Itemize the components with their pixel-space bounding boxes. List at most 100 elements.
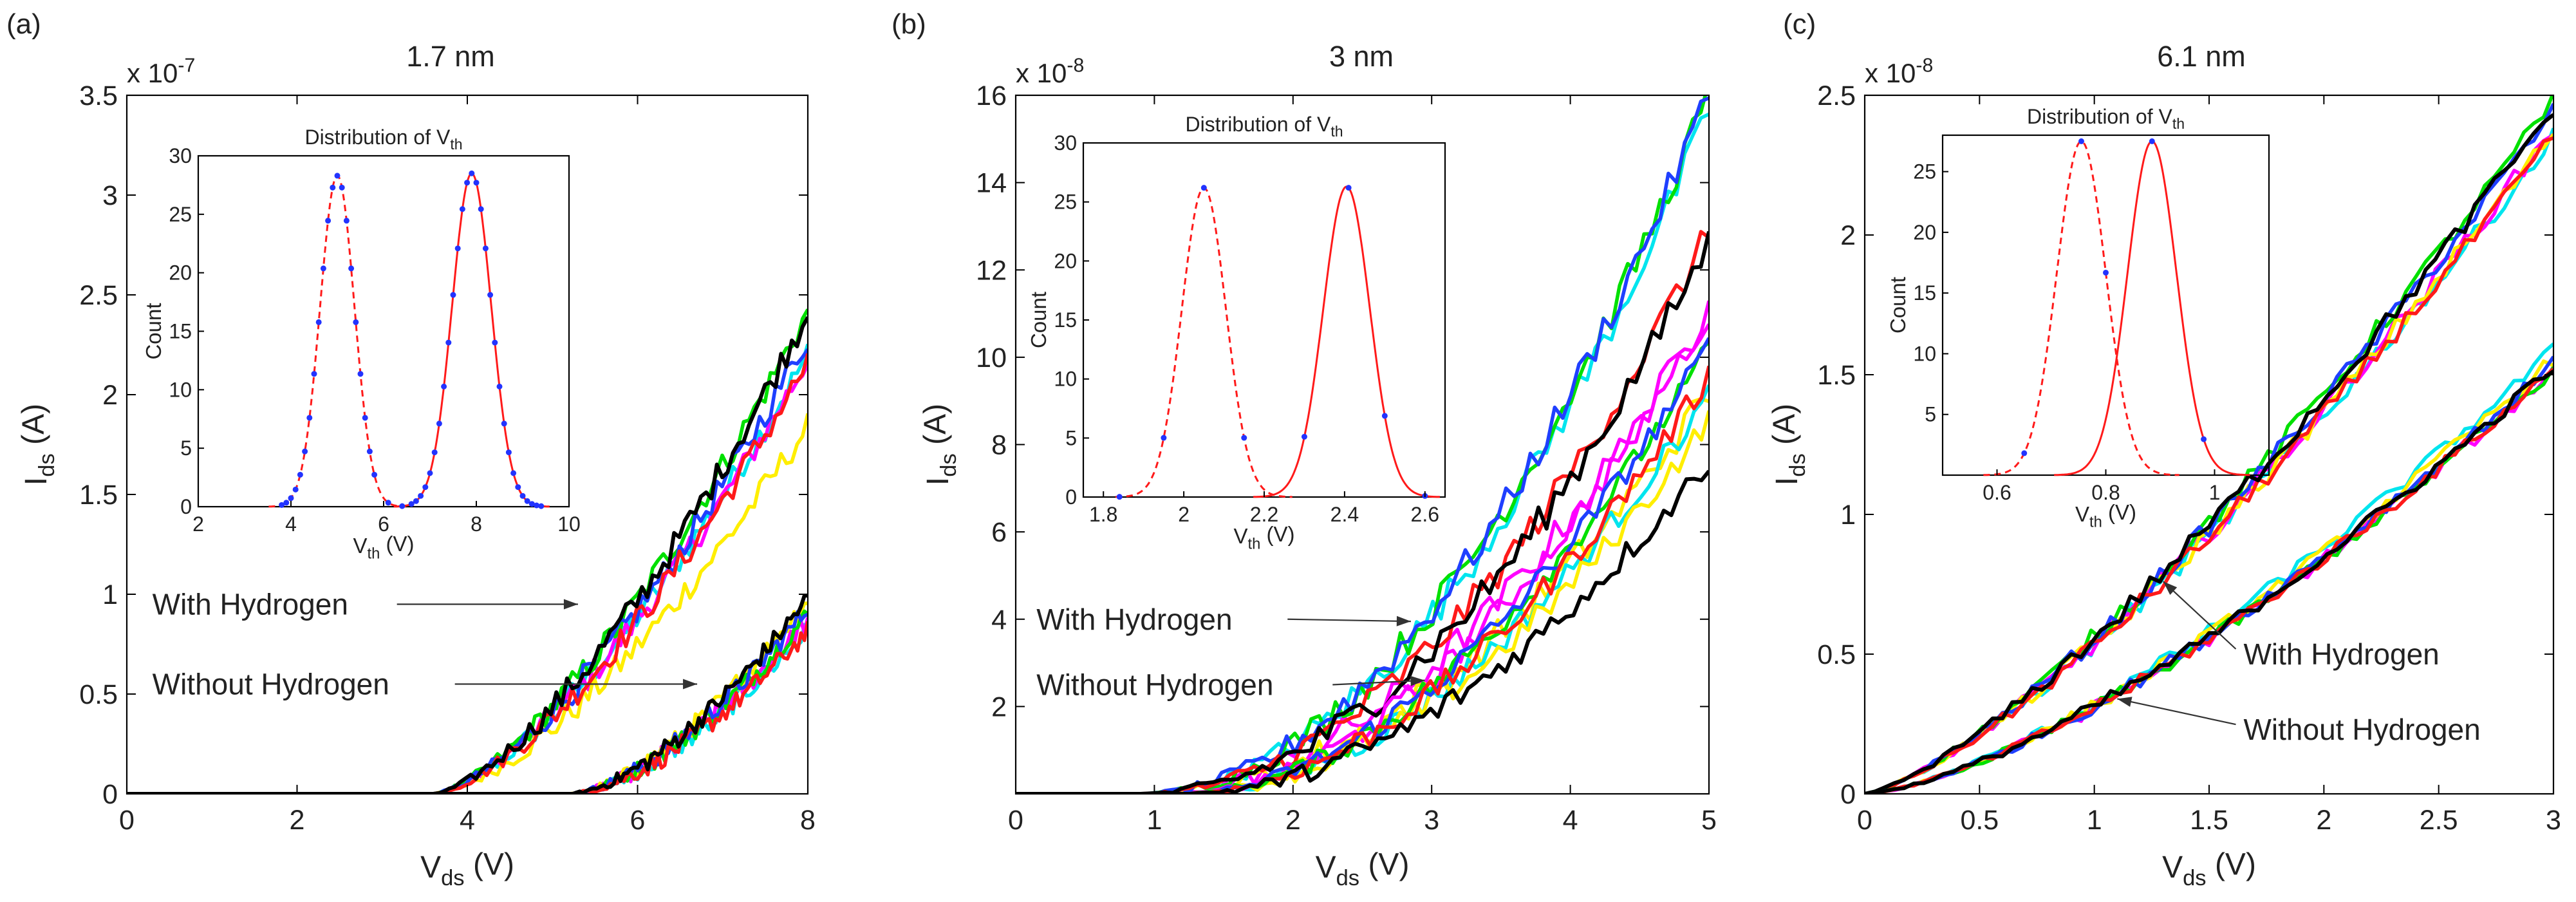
- series-line-with-hydrogen-4: [1016, 96, 1709, 794]
- inset-x-label-sub: th: [368, 545, 380, 562]
- y-scale-factor: x 10-7: [127, 55, 195, 88]
- inset-x-tick-label: 2.6: [1411, 503, 1439, 526]
- inset-data-point: [436, 420, 442, 427]
- y-tick-label: 3: [102, 180, 118, 211]
- inset-x-label-space: [1260, 522, 1266, 546]
- inset-data-point: [469, 170, 475, 176]
- inset-data-point: [371, 471, 378, 478]
- inset-data-point: [330, 184, 336, 191]
- annotation-without-hydrogen: Without Hydrogen: [153, 668, 389, 701]
- inset-gaussian-without-hydrogen: [268, 174, 406, 508]
- inset-x-tick-label: 8: [471, 512, 482, 536]
- y-label-space: [918, 445, 952, 453]
- inset-data-point: [357, 371, 364, 377]
- annotation-arrow-head: [2117, 697, 2133, 707]
- chart-title: 6.1 nm: [2157, 40, 2246, 73]
- annotation-arrow-head: [563, 599, 578, 610]
- y-tick-label: 2: [102, 380, 118, 411]
- inset-gaussian-with-hydrogen: [1253, 185, 1440, 498]
- inset-data-point: [302, 448, 308, 455]
- inset-x-axis-label: Vth (V): [353, 532, 415, 563]
- annotation-with-hydrogen: With Hydrogen: [1036, 603, 1232, 636]
- inset-data-point: [501, 420, 507, 427]
- inset-data-point: [2103, 269, 2109, 276]
- inset-x-tick-label: 2.2: [1250, 503, 1278, 526]
- y-tick-label: 1.5: [79, 480, 118, 511]
- annotation-with-hydrogen: With Hydrogen: [2244, 637, 2440, 671]
- x-label-unit: (V): [473, 847, 514, 881]
- y-label-space: [1767, 445, 1801, 453]
- inset-data-point: [408, 501, 415, 507]
- inset-gaussian-without-hydrogen: [1115, 187, 1293, 498]
- y-axis-label: Ids (A): [918, 404, 961, 485]
- series-line-without-hydrogen-3: [127, 609, 808, 794]
- inset-y-tick-label: 10: [1913, 342, 1936, 365]
- inset-data-point: [427, 470, 433, 476]
- y-tick-label: 16: [976, 80, 1007, 111]
- inset-title: Distribution of Vth: [304, 126, 462, 153]
- x-label-space: [1359, 847, 1368, 881]
- x-tick-label: 8: [800, 805, 816, 836]
- inset-y-tick-label: 0: [180, 495, 192, 518]
- y-tick-label: 2: [1840, 220, 1856, 251]
- inset-y-tick-label: 15: [1054, 308, 1077, 332]
- inset-x-tick-label: 10: [557, 512, 581, 536]
- inset-frame: [1941, 134, 2270, 476]
- inset-y-tick-label: 20: [1913, 221, 1936, 244]
- inset-y-tick-label: 10: [169, 378, 192, 401]
- inset-x-tick-label: 4: [285, 512, 297, 536]
- y-axis-label: Ids (A): [16, 404, 59, 485]
- annotation-without-hydrogen: Without Hydrogen: [1036, 668, 1273, 701]
- series-line-with-hydrogen-6: [1865, 113, 2553, 794]
- inset-y-tick-label: 15: [169, 320, 192, 343]
- inset-y-tick-label: 25: [169, 203, 192, 226]
- inset-x-label-sub: th: [2089, 513, 2102, 531]
- inset-data-point: [496, 383, 503, 390]
- series-line-with-hydrogen-4: [1865, 102, 2553, 794]
- y-label-sub: ds: [35, 453, 59, 477]
- annotation-arrow-head: [1410, 675, 1425, 686]
- x-label-unit: (V): [2215, 847, 2256, 881]
- inset-data-point: [534, 502, 540, 509]
- x-label-sub: ds: [2183, 866, 2207, 890]
- inset-y-tick-label: 30: [169, 144, 192, 167]
- inset-data-point: [1161, 435, 1167, 441]
- panel-label: (c): [1783, 8, 1816, 40]
- panel-c: (c) 6.1 nm x 10-8 0 0.5 1 1.5 2 2.5 3 0 0.5 1 1.5 2 2.5…: [1767, 8, 2561, 890]
- x-tick-label: 0: [1857, 805, 1872, 836]
- inset-data-point: [315, 319, 322, 325]
- x-tick-label: 1: [2087, 805, 2102, 836]
- inset-x-tick-label: 6: [378, 512, 389, 536]
- series-group: [127, 308, 808, 794]
- inset-data-point: [362, 415, 368, 421]
- inset-data-point: [366, 448, 373, 455]
- y-label-unit: (A): [1767, 404, 1801, 445]
- inset-data-point: [441, 383, 447, 390]
- inset-data-point: [283, 500, 290, 506]
- inset-data-point: [292, 486, 299, 493]
- series-line-with-hydrogen-1: [127, 363, 808, 794]
- annotation-with-hydrogen: With Hydrogen: [153, 588, 348, 621]
- x-label-sub: ds: [441, 866, 465, 890]
- inset-data-point: [515, 484, 521, 491]
- x-tick-label: 1: [1146, 805, 1162, 836]
- inset-x-tick-label: 1.8: [1089, 503, 1117, 526]
- inset-data-point: [306, 415, 313, 421]
- x-tick-label: 0: [119, 805, 135, 836]
- y-label-main: I: [1770, 477, 1804, 485]
- inset-data-point: [1381, 413, 1388, 419]
- series-line-without-hydrogen-6: [127, 594, 808, 794]
- annotation-arrow-head: [683, 679, 698, 690]
- x-tick-label: 3: [1424, 805, 1439, 836]
- annotation-arrow-line: [1332, 679, 1425, 686]
- x-tick-label: 2: [290, 805, 305, 836]
- inset-data-point: [478, 206, 484, 212]
- series-line-with-hydrogen-5: [127, 353, 808, 794]
- y-tick-label: 12: [976, 255, 1007, 286]
- inset-y-tick-label: 20: [1054, 249, 1077, 272]
- inset-y-axis-label: Count: [1886, 277, 1910, 334]
- inset-data-point: [320, 265, 326, 272]
